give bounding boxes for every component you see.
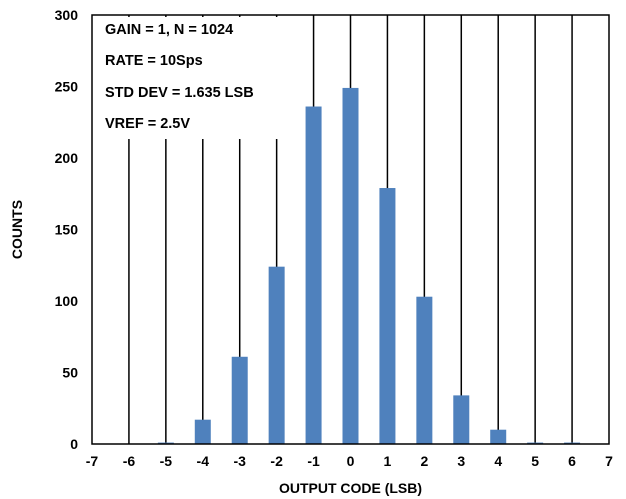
x-tick-label: 7 [605, 453, 613, 469]
bar [453, 395, 470, 444]
annotation-std-dev: STD DEV = 1.635 LSB [105, 85, 254, 101]
bar [194, 419, 211, 444]
y-tick-label: 300 [55, 7, 79, 23]
x-tick-label: 2 [420, 453, 428, 469]
y-tick-label: 200 [55, 150, 79, 166]
bar [416, 296, 433, 444]
x-tick-label: -2 [270, 453, 283, 469]
x-tick-label: 0 [347, 453, 355, 469]
bar [490, 429, 507, 444]
y-tick-label: 250 [55, 79, 79, 95]
bar [342, 87, 359, 445]
x-tick-label: 4 [494, 453, 502, 469]
bar [305, 106, 322, 445]
annotation-rate: RATE = 10Sps [105, 53, 203, 69]
x-tick-label: -7 [86, 453, 99, 469]
annotation-box: GAIN = 1, N = 1024 RATE = 10Sps STD DEV … [100, 17, 298, 139]
x-tick-labels: -7 -6 -5 -4 -3 -2 -1 0 1 2 3 4 5 6 7 [86, 453, 613, 469]
y-tick-label: 50 [62, 365, 78, 381]
annotation-gain: GAIN = 1, N = 1024 [105, 22, 233, 38]
x-tick-label: 1 [384, 453, 392, 469]
y-axis-title: COUNTS [9, 200, 25, 259]
plot-frame [91, 14, 610, 445]
y-tick-label: 100 [55, 293, 79, 309]
x-tick-label: 5 [531, 453, 539, 469]
x-tick-label: -4 [197, 453, 210, 469]
x-tick-label: -1 [307, 453, 320, 469]
y-tick-label: 150 [55, 222, 79, 238]
bar [231, 356, 248, 444]
x-tick-label: -5 [160, 453, 173, 469]
x-tick-label: -6 [123, 453, 136, 469]
bars [157, 87, 581, 445]
x-tick-label: -3 [233, 453, 246, 469]
annotation-vref: VREF = 2.5V [105, 116, 190, 132]
bar [379, 188, 396, 444]
y-tick-label: 0 [70, 436, 78, 452]
y-tick-labels: 0 50 100 150 200 250 300 [55, 7, 79, 452]
x-tick-label: 6 [568, 453, 576, 469]
x-axis-title: OUTPUT CODE (LSB) [279, 480, 422, 496]
x-tick-label: 3 [457, 453, 465, 469]
bar [268, 266, 285, 444]
annotation-background [100, 17, 298, 139]
